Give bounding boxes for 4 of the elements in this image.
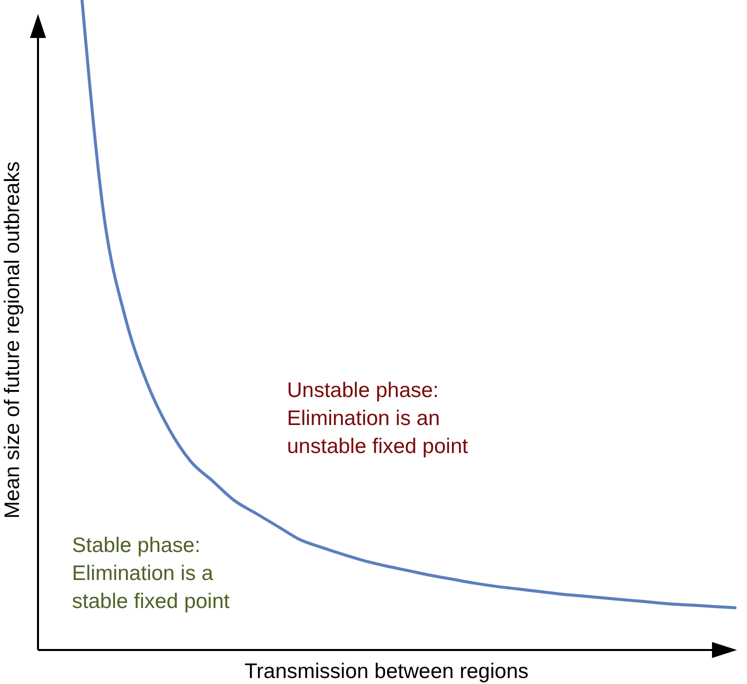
x-axis-title: Transmission between regions <box>244 660 529 683</box>
annotation: Stable phase: Elimination is a stable fixed point <box>72 534 230 613</box>
annotation: Unstable phase: Elimination is an unstable fixed point <box>287 379 468 458</box>
y-axis-title: Mean size of future regional outbreaks <box>1 161 24 519</box>
